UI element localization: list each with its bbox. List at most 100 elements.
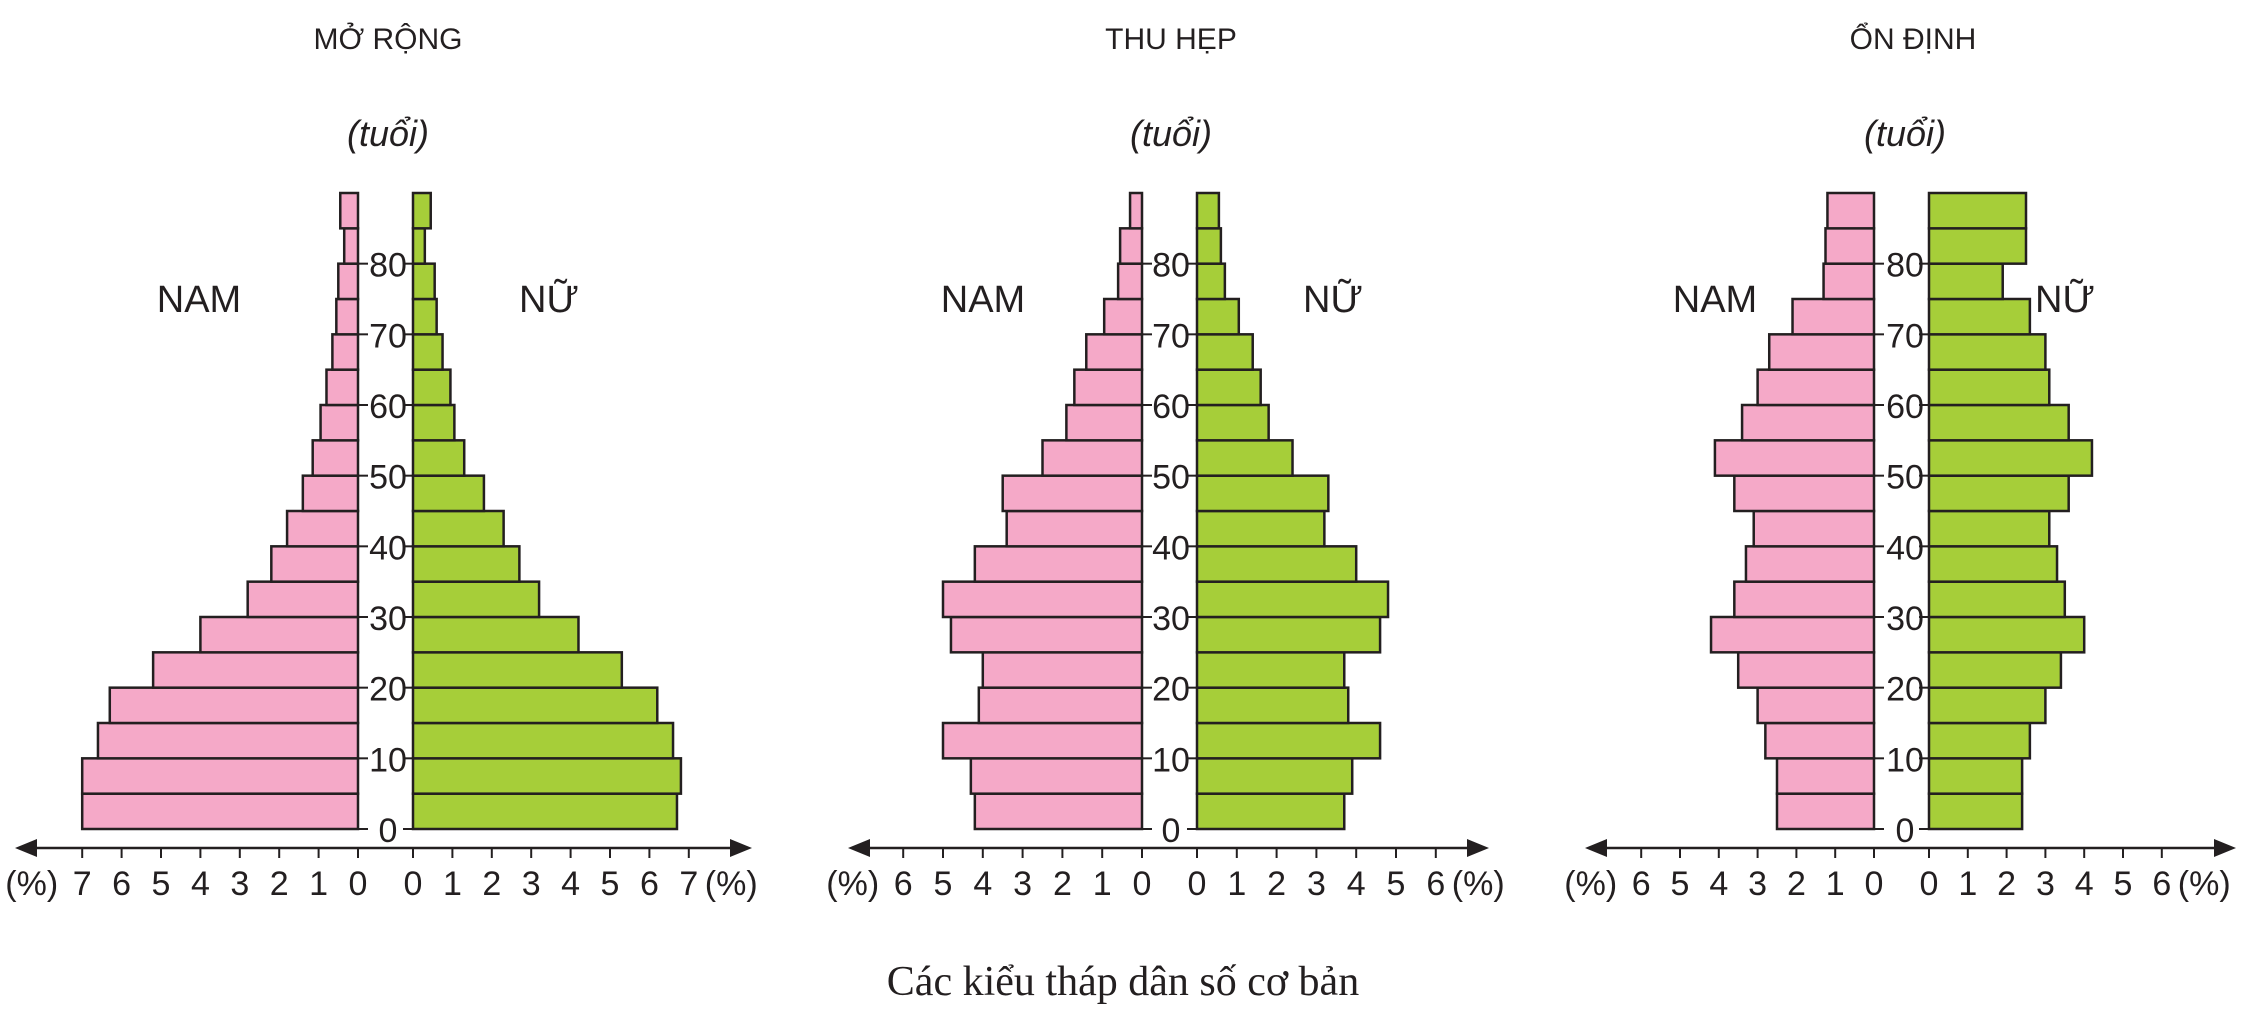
pyramid-1-bar-nam-0-4 — [80, 792, 360, 831]
pyramid-3-x-unit-right: (%) — [2178, 865, 2231, 903]
pyramid-3-x-tick-label-left-6: 6 — [1632, 865, 1651, 903]
pyramid-1-x-tick-label-left-4: 4 — [191, 865, 210, 903]
pyramid-3-bar-nu-35-39 — [1927, 545, 2059, 583]
pyramid-3-bar-nu-60-64 — [1927, 368, 2051, 407]
pyramid-3-bar-nam-35-39 — [1744, 545, 1876, 583]
pyramid-3-bar-nam-70-74 — [1791, 297, 1876, 336]
pyramid-2-x-tick-label-right-3: 3 — [1307, 865, 1326, 903]
pyramid-2-age-axis-label: (tuổi) — [1130, 113, 1212, 154]
pyramid-1-bar-nu-80-84 — [411, 227, 427, 265]
pyramid-1-bar-nu-30-34 — [411, 580, 541, 619]
pyramid-1-bar-nam-55-59 — [319, 403, 360, 442]
pyramid-2-x-tick-label-left-6: 6 — [894, 865, 913, 903]
pyramid-3-x-tick-label-left-2: 2 — [1787, 865, 1806, 903]
pyramid-1-x-tick-label-right-2: 2 — [482, 865, 501, 903]
pyramid-1-bar-nu-75-79 — [411, 262, 436, 301]
pyramid-1-bar-nu-35-39 — [411, 545, 521, 583]
pyramid-2-x-tick-label-left-1: 1 — [1093, 865, 1112, 903]
pyramid-1-x-axis-arrow-left — [15, 839, 37, 857]
pyramid-2-bar-nu-65-69 — [1195, 333, 1254, 371]
pyramid-3-bar-nu-0-4 — [1927, 792, 2024, 831]
pyramid-2-x-unit-left: (%) — [826, 865, 879, 903]
pyramid-2-x-tick-label-right-5: 5 — [1387, 865, 1406, 903]
pyramid-1-bar-nam-30-34 — [246, 580, 360, 619]
pyramid-3-x-tick-label-right-3: 3 — [2036, 865, 2055, 903]
pyramid-2-age-tick-label-10: 10 — [1152, 741, 1190, 779]
pyramid-3-bar-nu-65-69 — [1927, 333, 2047, 371]
pyramid-2-bar-nu-20-24 — [1195, 651, 1346, 689]
pyramid-3-bar-nam-10-14 — [1764, 721, 1876, 760]
pyramid-2-bar-nu-0-4 — [1195, 792, 1346, 831]
pyramid-2-title: THU HẸP — [1105, 23, 1237, 56]
pyramid-3-bar-nam-85+ — [1826, 191, 1876, 230]
pyramid-3-age-axis-label: (tuổi) — [1864, 113, 1946, 154]
pyramid-3-bar-nam-60-64 — [1756, 368, 1876, 407]
pyramid-3-bar-nam-40-44 — [1752, 509, 1876, 548]
pyramid-3-x-tick-label-left-3: 3 — [1748, 865, 1767, 903]
pyramid-2-x-tick-label-right-2: 2 — [1267, 865, 1286, 903]
pyramid-1-x-tick-label-left-7: 7 — [73, 865, 92, 903]
pyramid-3-x-tick-label-left-0: 0 — [1865, 865, 1884, 903]
pyramid-2-x-axis-arrow-left — [848, 839, 870, 857]
pyramid-2-x-unit-right: (%) — [1452, 865, 1505, 903]
pyramid-1-bar-nu-70-74 — [411, 297, 438, 336]
pyramid-1-x-tick-label-left-2: 2 — [270, 865, 289, 903]
pyramid-2-x-tick-label-right-6: 6 — [1426, 865, 1445, 903]
pyramid-3-bar-nam-5-9 — [1775, 757, 1876, 795]
pyramid-1-bar-nu-50-54 — [411, 439, 466, 477]
pyramid-1-bar-nam-25-29 — [199, 615, 360, 654]
pyramid-3-bar-nam-55-59 — [1740, 403, 1876, 442]
pyramid-3-bar-nu-5-9 — [1927, 757, 2024, 795]
pyramid-1-age-tick-label-50: 50 — [369, 459, 407, 497]
pyramid-1-bar-nam-15-19 — [108, 686, 360, 725]
pyramid-2-bar-nam-75-79 — [1116, 262, 1144, 301]
pyramid-2-bar-nu-60-64 — [1195, 368, 1262, 407]
pyramid-2-bar-nam-40-44 — [1005, 509, 1144, 548]
pyramid-1-age-tick-label-10: 10 — [369, 741, 407, 779]
pyramid-2-bar-nam-35-39 — [973, 545, 1144, 583]
pyramid-1-bar-nu-10-14 — [411, 721, 675, 760]
pyramid-1-age-tick-label-20: 20 — [369, 671, 407, 709]
pyramid-2-bar-nu-40-44 — [1195, 509, 1326, 548]
pyramid-1-bar-nu-85+ — [411, 191, 432, 230]
pyramid-2-age-tick-label-0: 0 — [1162, 812, 1181, 850]
pyramid-3-bar-nam-30-34 — [1733, 580, 1876, 619]
pyramid-1-x-tick-label-left-1: 1 — [309, 865, 328, 903]
pyramid-1-age-tick-label-40: 40 — [369, 529, 407, 567]
pyramid-1-bar-nu-40-44 — [411, 509, 505, 548]
pyramid-1-bar-nu-25-29 — [411, 615, 580, 654]
pyramid-2-bar-nam-60-64 — [1073, 368, 1144, 407]
pyramid-1-x-tick-label-left-3: 3 — [230, 865, 249, 903]
pyramid-3-x-tick-label-left-4: 4 — [1709, 865, 1728, 903]
pyramid-2-bar-nu-45-49 — [1195, 474, 1330, 513]
pyramid-1-x-tick-label-right-6: 6 — [640, 865, 659, 903]
pyramid-3-title: ỔN ĐỊNH — [1850, 22, 1977, 56]
pyramid-2-age-tick-label-80: 80 — [1152, 247, 1190, 285]
pyramid-3-label-nam: NAM — [1673, 279, 1757, 321]
pyramid-2-x-tick-label-left-4: 4 — [973, 865, 992, 903]
pyramid-2-x-tick-label-left-0: 0 — [1133, 865, 1152, 903]
pyramid-1-age-tick-label-80: 80 — [369, 247, 407, 285]
pyramid-2-bar-nam-45-49 — [1001, 474, 1144, 513]
pyramid-1-bar-nu-5-9 — [411, 757, 683, 795]
pyramid-2-bar-nam-85+ — [1128, 191, 1144, 230]
pyramid-3-bar-nam-15-19 — [1756, 686, 1876, 725]
pyramid-3-x-tick-label-right-1: 1 — [1958, 865, 1977, 903]
pyramid-2-age-tick-label-60: 60 — [1152, 388, 1190, 426]
pyramid-1-age-tick-label-60: 60 — [369, 388, 407, 426]
pyramid-3-label-nu: NỮ — [2035, 277, 2095, 321]
pyramid-1-bar-nu-15-19 — [411, 686, 659, 725]
pyramid-1-bar-nam-50-54 — [311, 439, 360, 477]
pyramid-1-bar-nu-55-59 — [411, 403, 456, 442]
pyramid-2-bar-nam-65-69 — [1085, 333, 1144, 371]
pyramid-1-bar-nu-0-4 — [411, 792, 679, 831]
pyramid-2-bar-nu-5-9 — [1195, 757, 1354, 795]
pyramid-2-age-tick-label-50: 50 — [1152, 459, 1190, 497]
pyramid-1-bar-nam-40-44 — [285, 509, 360, 548]
pyramid-3-x-unit-left: (%) — [1564, 865, 1617, 903]
pyramid-2-x-tick-label-right-0: 0 — [1188, 865, 1207, 903]
pyramid-1-bar-nam-35-39 — [270, 545, 360, 583]
pyramid-1-bar-nam-45-49 — [301, 474, 360, 513]
pyramid-2-x-axis-arrow-right — [1467, 839, 1489, 857]
pyramid-2-bar-nu-25-29 — [1195, 615, 1382, 654]
